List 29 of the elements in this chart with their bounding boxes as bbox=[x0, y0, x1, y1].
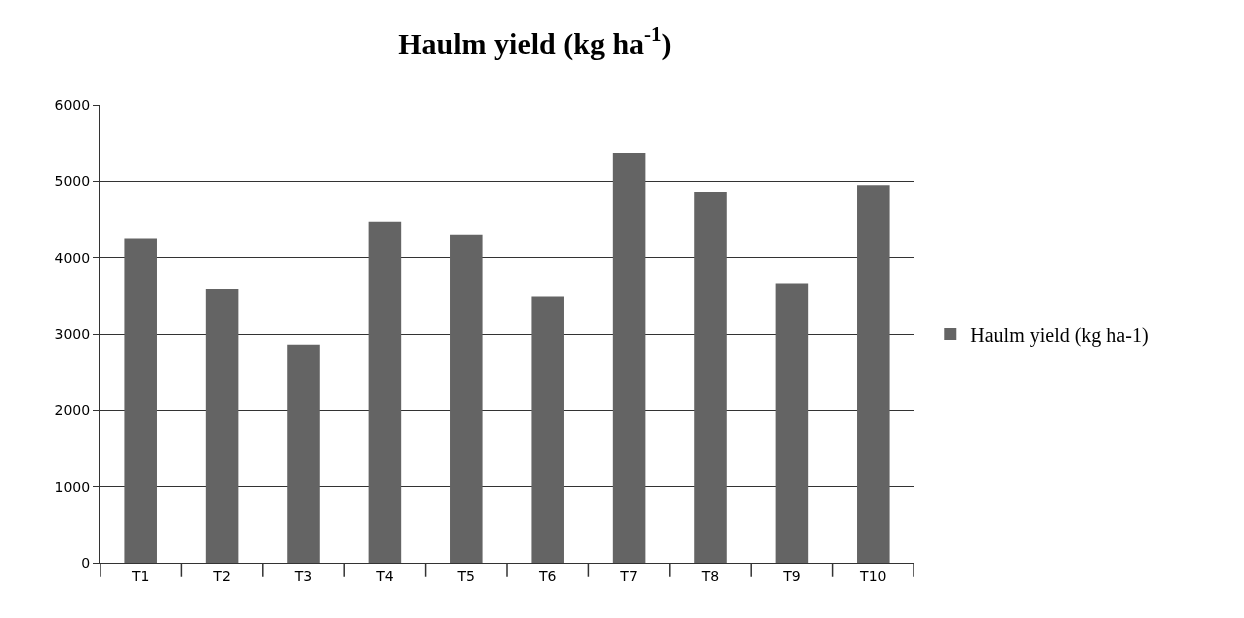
bar bbox=[368, 221, 402, 563]
y-tick-label: 1000 bbox=[54, 478, 91, 495]
bar bbox=[612, 153, 646, 563]
bar bbox=[205, 288, 239, 563]
y-tick-label: 2000 bbox=[54, 402, 91, 419]
x-tick-label: T2 bbox=[212, 567, 231, 584]
x-tick-label: T8 bbox=[700, 567, 720, 584]
y-tick-label: 3000 bbox=[54, 325, 91, 342]
x-tick-label: T3 bbox=[293, 567, 313, 584]
bar bbox=[450, 234, 483, 563]
y-tick-label: 4000 bbox=[54, 249, 91, 266]
bar bbox=[775, 283, 809, 563]
x-tick-label: T10 bbox=[859, 567, 887, 584]
x-tick-label: T5 bbox=[456, 567, 476, 584]
x-tick-label: T6 bbox=[537, 567, 557, 584]
bar bbox=[287, 344, 320, 563]
x-tick-label: T9 bbox=[782, 567, 801, 584]
y-tick-label: 0 bbox=[81, 554, 91, 571]
x-tick-label: T7 bbox=[619, 567, 638, 584]
bar bbox=[694, 192, 727, 563]
legend-label: Haulm yield (kg ha-1) bbox=[970, 323, 1149, 347]
y-tick-label: 6000 bbox=[54, 96, 91, 113]
y-tick-label: 5000 bbox=[54, 173, 91, 190]
x-tick-label: T1 bbox=[130, 567, 150, 584]
x-tick-label: T4 bbox=[375, 567, 394, 584]
bar bbox=[124, 238, 157, 563]
chart-title: Haulm yield (kg ha$^{-1}$) bbox=[398, 22, 672, 61]
bar bbox=[857, 185, 890, 563]
bar bbox=[531, 296, 564, 563]
